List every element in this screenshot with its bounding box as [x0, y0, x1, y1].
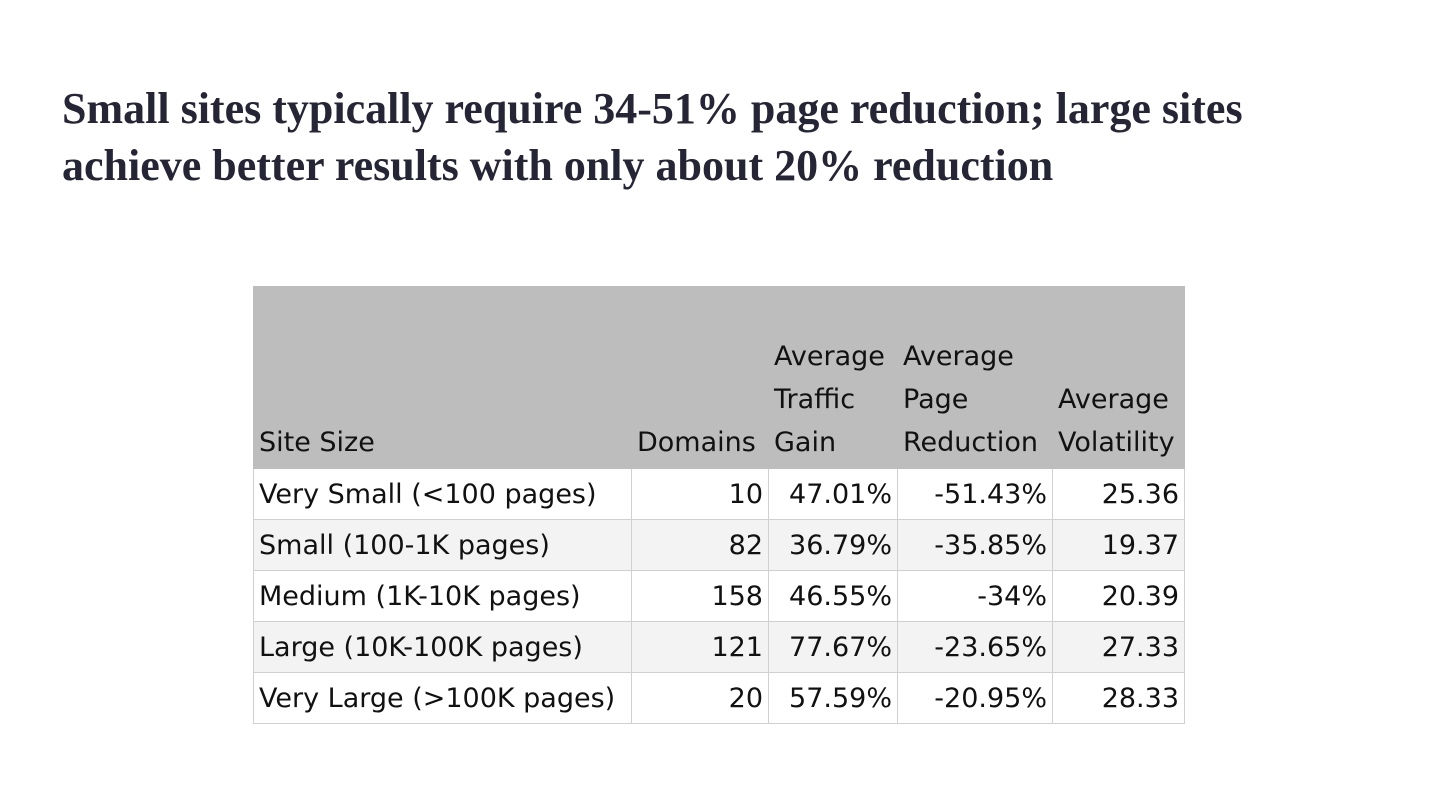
- header-site-size: Site Size: [253, 286, 632, 469]
- header-average-volatility: Average Volatility: [1052, 286, 1185, 469]
- cell-avg-volatility: 25.36: [1052, 468, 1185, 520]
- header-reduction-line-3: Reduction: [903, 427, 1038, 458]
- site-size-table: Site Size Domains Average Traffic Gain A…: [253, 286, 1185, 724]
- cell-site-size: Large (10K-100K pages): [253, 621, 632, 673]
- cell-avg-page-reduction: -51.43%: [897, 468, 1053, 520]
- cell-avg-volatility: 27.33: [1052, 621, 1185, 673]
- cell-avg-traffic-gain: 36.79%: [768, 519, 898, 571]
- header-site-size-line: Site Size: [259, 427, 375, 458]
- cell-avg-traffic-gain: 46.55%: [768, 570, 898, 622]
- cell-avg-page-reduction: -20.95%: [897, 672, 1053, 724]
- table-header: Site Size Domains Average Traffic Gain A…: [253, 286, 1185, 469]
- cell-avg-page-reduction: -23.65%: [897, 621, 1053, 673]
- cell-domains: 20: [631, 672, 769, 724]
- cell-domains: 121: [631, 621, 769, 673]
- header-average-page-reduction: Average Page Reduction: [897, 286, 1053, 469]
- table-row: Very Large (>100K pages) 20 57.59% -20.9…: [253, 672, 1185, 724]
- header-gain-line-1: Average: [774, 341, 885, 372]
- header-average-traffic-gain: Average Traffic Gain: [768, 286, 898, 469]
- cell-avg-volatility: 19.37: [1052, 519, 1185, 571]
- table-row: Very Small (<100 pages) 10 47.01% -51.43…: [253, 468, 1185, 520]
- header-volatility-line-1: Average: [1058, 384, 1169, 415]
- header-reduction-line-2: Page: [903, 384, 969, 415]
- header-volatility-line-2: Volatility: [1058, 427, 1175, 458]
- cell-avg-page-reduction: -34%: [897, 570, 1053, 622]
- cell-site-size: Medium (1K-10K pages): [253, 570, 632, 622]
- cell-domains: 10: [631, 468, 769, 520]
- cell-domains: 82: [631, 519, 769, 571]
- table-row: Medium (1K-10K pages) 158 46.55% -34% 20…: [253, 570, 1185, 622]
- cell-avg-traffic-gain: 57.59%: [768, 672, 898, 724]
- slide-title: Small sites typically require 34-51% pag…: [62, 84, 1243, 190]
- header-domains: Domains: [631, 286, 769, 469]
- cell-avg-volatility: 28.33: [1052, 672, 1185, 724]
- cell-site-size: Small (100-1K pages): [253, 519, 632, 571]
- table-body: Very Small (<100 pages) 10 47.01% -51.43…: [253, 468, 1185, 724]
- header-gain-line-2: Traffic: [774, 384, 856, 415]
- header-reduction-line-1: Average: [903, 341, 1014, 372]
- header-domains-line: Domains: [637, 427, 756, 458]
- cell-site-size: Very Large (>100K pages): [253, 672, 632, 724]
- cell-avg-traffic-gain: 77.67%: [768, 621, 898, 673]
- table-header-row: Site Size Domains Average Traffic Gain A…: [253, 286, 1185, 469]
- table-row: Small (100-1K pages) 82 36.79% -35.85% 1…: [253, 519, 1185, 571]
- cell-avg-traffic-gain: 47.01%: [768, 468, 898, 520]
- header-gain-line-3: Gain: [774, 427, 837, 458]
- cell-domains: 158: [631, 570, 769, 622]
- cell-site-size: Very Small (<100 pages): [253, 468, 632, 520]
- cell-avg-page-reduction: -35.85%: [897, 519, 1053, 571]
- cell-avg-volatility: 20.39: [1052, 570, 1185, 622]
- table-row: Large (10K-100K pages) 121 77.67% -23.65…: [253, 621, 1185, 673]
